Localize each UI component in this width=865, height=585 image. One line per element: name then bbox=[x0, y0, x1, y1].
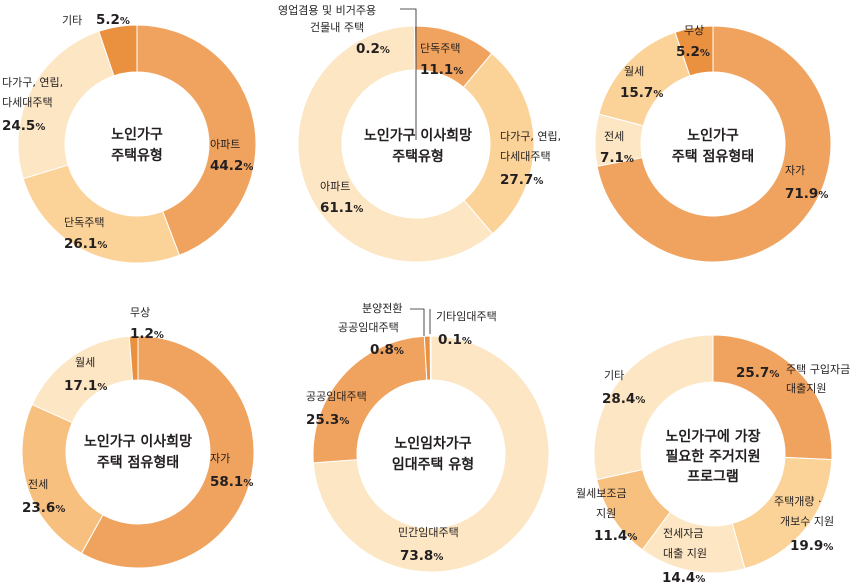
chart-1-label-multi-line-2: 다세대주택 bbox=[2, 96, 53, 109]
chart-5-label-public: 공공임대주택 bbox=[306, 390, 367, 403]
chart-5-slice-1 bbox=[312, 335, 550, 573]
chart-1-value-other: 5.2% bbox=[96, 12, 130, 28]
chart-3-value-own: 71.9% bbox=[785, 186, 828, 202]
chart-4-title-line-2: 주택 점유형태 bbox=[97, 454, 179, 471]
chart-6-title-line-3: 프로그램 bbox=[687, 468, 739, 485]
chart-5-leader-line-conversion bbox=[410, 308, 425, 336]
chart-3-title-line-2: 주택 점유형태 bbox=[672, 148, 754, 165]
chart-4-value-own: 58.1% bbox=[210, 474, 253, 490]
chart-4-desired-tenure-type: 노인가구 이사희망 주택 점유형태 자가 58.1% 전세 23.6% 월세 1… bbox=[21, 306, 255, 569]
chart-4-value-free: 1.2% bbox=[130, 326, 164, 342]
chart-6-housing-support-program: 노인가구에 가장 필요한 주거지원 프로그램 25.7% 주택 구입자금 대출지… bbox=[576, 334, 850, 585]
chart-6-label-repair-line-2: 개보수 지원 bbox=[780, 515, 834, 528]
chart-1-label-apartment: 아파트 bbox=[210, 138, 240, 151]
chart-1-slice-4 bbox=[98, 24, 138, 77]
chart-2-label-multi-line-1: 다가구, 연립, bbox=[500, 130, 561, 143]
chart-2-value-apartment: 61.1% bbox=[320, 200, 363, 216]
chart-4-label-free: 무상 bbox=[130, 306, 150, 319]
chart-4-label-monthly: 월세 bbox=[75, 356, 95, 369]
chart-5-label-other: 기타임대주택 bbox=[436, 310, 497, 323]
chart-3-value-monthly: 15.7% bbox=[620, 85, 663, 101]
chart-1-value-detached: 26.1% bbox=[64, 236, 107, 252]
chart-5-label-conversion-line-2: 공공임대주택 bbox=[338, 321, 399, 334]
chart-2-label-multi-line-2: 다세대주택 bbox=[500, 150, 551, 163]
chart-3-value-jeonse: 7.1% bbox=[600, 150, 634, 166]
chart-3-value-free: 5.2% bbox=[676, 44, 710, 60]
chart-1-title-line-2: 주택유형 bbox=[111, 147, 163, 164]
chart-6-slice-5 bbox=[593, 334, 714, 481]
chart-2-label-commercial-line-1: 영업겸용 및 비거주용 bbox=[278, 4, 376, 17]
chart-6-slice-1 bbox=[712, 334, 833, 461]
chart-6-label-rent-subsidy-line-1: 월세보조금 bbox=[576, 487, 627, 500]
chart-5-title-line-1: 노인임차가구 bbox=[394, 435, 471, 452]
chart-5-slice-4 bbox=[429, 335, 432, 381]
chart-1-slice-3 bbox=[17, 30, 115, 180]
chart-2-label-commercial-line-2: 건물내 주택 bbox=[310, 21, 364, 34]
chart-6-title-line-2: 필요한 주거지원 bbox=[665, 448, 760, 465]
chart-6-label-jeonse-loan-line-2: 대출 지원 bbox=[663, 547, 707, 560]
chart-4-slice-1 bbox=[80, 335, 255, 569]
chart-2-label-detached: 단독주택 bbox=[420, 42, 460, 55]
chart-3-label-own: 자가 bbox=[785, 164, 805, 177]
chart-5-label-private: 민간임대주택 bbox=[398, 526, 459, 539]
chart-1-slice-1 bbox=[136, 24, 257, 256]
chart-6-title-line-1: 노인가구에 가장 bbox=[665, 428, 760, 445]
chart-6-label-repair-line-1: 주택개량 · bbox=[774, 495, 821, 508]
chart-3-slice-1 bbox=[596, 25, 832, 263]
chart-6-label-jeonse-loan-line-1: 전세자금 bbox=[663, 527, 703, 540]
chart-4-value-jeonse: 23.6% bbox=[22, 500, 65, 516]
chart-4-value-monthly: 17.1% bbox=[64, 378, 107, 394]
chart-1-slices bbox=[17, 24, 257, 264]
chart-2-slice-2 bbox=[462, 52, 535, 235]
chart-6-value-other: 28.4% bbox=[602, 391, 645, 407]
chart-6-value-purchase: 25.7% bbox=[736, 365, 779, 381]
chart-5-value-private: 73.8% bbox=[400, 548, 443, 564]
chart-4-label-own: 자가 bbox=[210, 452, 230, 465]
chart-1-label-multi-line-1: 다가구, 연립, bbox=[2, 76, 63, 89]
chart-3-label-jeonse: 전세 bbox=[604, 130, 624, 143]
chart-3-slices bbox=[594, 25, 832, 263]
chart-6-label-other: 기타 bbox=[604, 369, 624, 382]
chart-6-value-repair: 19.9% bbox=[790, 538, 833, 554]
chart-6-value-rent-subsidy: 11.4% bbox=[594, 528, 637, 544]
chart-6-label-purchase-line-2: 대출지원 bbox=[786, 382, 826, 395]
chart-6-label-rent-subsidy-line-2: 지원 bbox=[596, 507, 616, 520]
chart-6-value-jeonse-loan: 14.4% bbox=[662, 570, 705, 585]
chart-5-slices bbox=[312, 335, 550, 573]
chart-1-value-apartment: 44.2% bbox=[210, 158, 253, 174]
chart-3-tenure-type: 노인가구 주택 점유형태 자가 71.9% 전세 7.1% 월세 15.7% 무… bbox=[594, 24, 832, 263]
chart-2-desired-housing-type: 노인가구 이사희망 주택유형 단독주택 11.1% 다가구, 연립, 다세대주택… bbox=[278, 4, 561, 263]
chart-2-value-commercial: 0.2% bbox=[356, 41, 390, 57]
chart-5-value-public: 25.3% bbox=[306, 412, 349, 428]
chart-2-label-apartment: 아파트 bbox=[320, 180, 350, 193]
chart-5-label-conversion-line-1: 분양전환 bbox=[362, 302, 402, 315]
chart-2-value-detached: 11.1% bbox=[420, 62, 463, 78]
chart-5-value-other: 0.1% bbox=[438, 332, 472, 348]
chart-2-title-line-2: 주택유형 bbox=[392, 148, 444, 165]
chart-5-title-line-2: 임대주택 유형 bbox=[392, 456, 474, 473]
chart-4-label-jeonse: 전세 bbox=[28, 478, 48, 491]
chart-2-value-multi: 27.7% bbox=[500, 172, 543, 188]
chart-4-slice-4 bbox=[128, 335, 139, 381]
chart-1-title-line-1: 노인가구 bbox=[111, 126, 163, 143]
chart-1-value-multi: 24.5% bbox=[2, 118, 45, 134]
chart-4-title-line-1: 노인가구 이사희망 bbox=[84, 433, 192, 450]
chart-5-rental-housing-type: 노인임차가구 임대주택 유형 민간임대주택 73.8% 공공임대주택 25.3%… bbox=[306, 302, 550, 573]
chart-3-label-free: 무상 bbox=[684, 24, 704, 37]
chart-3-label-monthly: 월세 bbox=[624, 65, 644, 78]
chart-6-label-purchase-line-1: 주택 구입자금 bbox=[786, 363, 850, 376]
chart-1-label-other: 기타 bbox=[62, 14, 82, 27]
chart-2-slice-3 bbox=[297, 25, 494, 263]
chart-3-slice-4 bbox=[674, 25, 714, 77]
chart-2-title-line-1: 노인가구 이사희망 bbox=[364, 127, 472, 144]
chart-4-slices bbox=[21, 335, 255, 569]
chart-2-leader-line bbox=[400, 8, 417, 140]
chart-1-slice-2 bbox=[22, 164, 181, 264]
chart-1-housing-type: 노인가구 주택유형 아파트 44.2% 단독주택 26.1% 다가구, 연립, … bbox=[2, 12, 257, 264]
chart-6-slices bbox=[593, 334, 833, 574]
chart-3-title-line-1: 노인가구 bbox=[687, 127, 739, 144]
chart-1-label-detached: 단독주택 bbox=[64, 216, 104, 229]
chart-5-value-conversion: 0.8% bbox=[370, 342, 404, 358]
